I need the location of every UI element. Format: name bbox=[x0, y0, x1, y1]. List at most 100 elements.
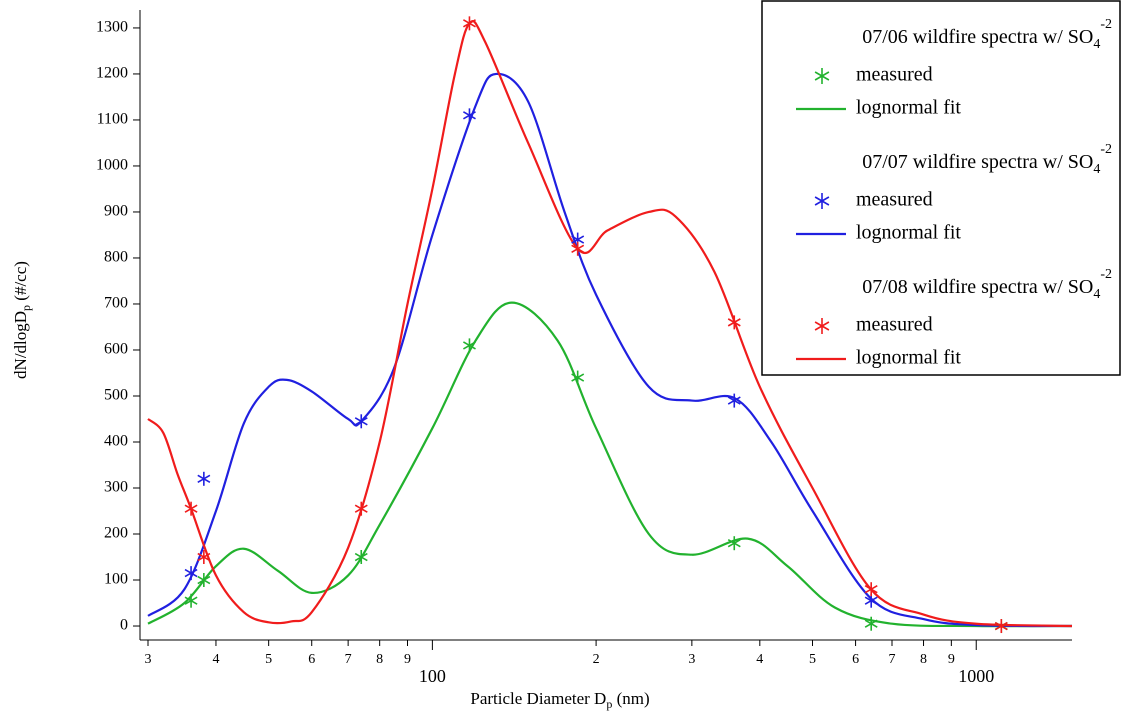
legend-label: lognormal fit bbox=[856, 222, 961, 244]
marker bbox=[354, 414, 368, 429]
marker-stroke bbox=[462, 341, 476, 350]
y-tick-label: 1100 bbox=[97, 111, 128, 128]
legend-marker bbox=[814, 193, 830, 209]
marker-stroke bbox=[462, 111, 476, 120]
x-title-main: Particle Diameter D bbox=[470, 689, 606, 708]
x-tick-label: 6 bbox=[308, 652, 315, 667]
x-tick-label: 6 bbox=[852, 652, 859, 667]
marker-stroke bbox=[727, 318, 741, 327]
y-tick-label: 200 bbox=[104, 525, 128, 542]
fit-line bbox=[147, 72, 1073, 628]
marker-stroke bbox=[814, 71, 830, 81]
marker bbox=[184, 566, 198, 581]
x-axis-title: Particle Diameter Dp (nm) bbox=[470, 689, 649, 711]
x-tick-label: 9 bbox=[404, 652, 411, 667]
y-tick-label: 400 bbox=[104, 433, 128, 450]
legend-title-sub: 4 bbox=[1093, 287, 1100, 302]
legend-title-sub: 4 bbox=[1093, 162, 1100, 177]
legend-title-sup: -2 bbox=[1100, 267, 1112, 282]
y-tick-label: 900 bbox=[104, 203, 128, 220]
legend-label: measured bbox=[856, 314, 933, 336]
y-tick-label: 1000 bbox=[96, 157, 128, 174]
x-tick-label: 3 bbox=[145, 652, 152, 667]
legend-title-sup: -2 bbox=[1100, 142, 1112, 157]
x-tick-label: 9 bbox=[948, 652, 955, 667]
marker-stroke bbox=[727, 396, 741, 405]
marker bbox=[354, 550, 368, 565]
y-axis-title: dN/dlogDp (#/cc) bbox=[11, 261, 33, 379]
marker bbox=[197, 550, 211, 565]
x-title-tail: (nm) bbox=[612, 689, 649, 708]
y-title-sub: p bbox=[19, 305, 33, 311]
legend-label: measured bbox=[856, 64, 933, 86]
marker bbox=[864, 582, 878, 597]
legend-marker bbox=[814, 318, 830, 334]
fit-line bbox=[147, 301, 1073, 628]
marker-stroke bbox=[864, 585, 878, 594]
marker bbox=[197, 471, 211, 486]
legend-title-main: 07/07 wildfire spectra w/ SO bbox=[862, 151, 1093, 173]
marker bbox=[354, 501, 368, 516]
marker bbox=[184, 593, 198, 608]
legend-label: lognormal fit bbox=[856, 347, 961, 369]
marker-stroke bbox=[864, 619, 878, 628]
marker bbox=[727, 536, 741, 551]
marker-stroke bbox=[184, 596, 198, 605]
y-tick-label: 0 bbox=[120, 617, 128, 634]
legend-title: 07/06 wildfire spectra w/ SO4-2 bbox=[862, 17, 1112, 52]
y-tick-label: 100 bbox=[104, 571, 128, 588]
legend-title: 07/08 wildfire spectra w/ SO4-2 bbox=[862, 267, 1112, 302]
marker bbox=[571, 370, 585, 385]
marker-stroke bbox=[184, 504, 198, 513]
marker bbox=[184, 501, 198, 516]
marker-stroke bbox=[354, 504, 368, 513]
legend-label: measured bbox=[856, 189, 933, 211]
x-tick-label: 2 bbox=[593, 652, 600, 667]
marker-stroke bbox=[571, 235, 585, 244]
marker bbox=[462, 16, 476, 31]
legend-title-main: 07/08 wildfire spectra w/ SO bbox=[862, 276, 1093, 298]
marker bbox=[994, 619, 1008, 634]
y-tick-label: 300 bbox=[104, 479, 128, 496]
x-tick-label: 8 bbox=[920, 652, 927, 667]
marker-stroke bbox=[354, 552, 368, 562]
legend-title-sup: -2 bbox=[1100, 17, 1112, 32]
y-tick-label: 700 bbox=[104, 295, 128, 312]
marker-stroke bbox=[814, 196, 830, 206]
legend-marker bbox=[814, 68, 830, 84]
marker-stroke bbox=[864, 596, 878, 605]
legend-title-sub: 4 bbox=[1093, 37, 1100, 52]
y-tick-label: 1300 bbox=[96, 19, 128, 36]
marker-stroke bbox=[197, 474, 211, 483]
plot-area bbox=[147, 16, 1073, 634]
marker-stroke bbox=[727, 539, 741, 548]
marker-stroke bbox=[814, 321, 830, 331]
marker bbox=[462, 108, 476, 123]
y-title-tail: (#/cc) bbox=[11, 261, 30, 305]
marker bbox=[571, 241, 585, 256]
marker bbox=[462, 338, 476, 353]
y-title-main: dN/dlogD bbox=[11, 311, 30, 379]
marker bbox=[197, 573, 211, 588]
x-tick-label: 8 bbox=[376, 652, 383, 667]
marker-stroke bbox=[994, 621, 1008, 631]
marker-stroke bbox=[197, 552, 211, 562]
fit-line bbox=[147, 20, 1073, 628]
marker-stroke bbox=[354, 417, 368, 426]
marker-stroke bbox=[197, 575, 211, 585]
marker-stroke bbox=[571, 373, 585, 382]
y-tick-label: 1200 bbox=[96, 65, 128, 82]
x-tick-label: 3 bbox=[688, 652, 695, 667]
marker-stroke bbox=[462, 19, 476, 28]
x-tick-label: 1000 bbox=[958, 666, 994, 686]
x-tick-label: 7 bbox=[888, 652, 895, 667]
marker-stroke bbox=[571, 244, 585, 253]
x-tick-label: 7 bbox=[345, 652, 352, 667]
legend-box bbox=[761, 0, 1121, 376]
x-tick-label: 5 bbox=[809, 652, 816, 667]
legend-title: 07/07 wildfire spectra w/ SO4-2 bbox=[862, 142, 1112, 177]
y-tick-label: 600 bbox=[104, 341, 128, 358]
marker bbox=[864, 616, 878, 631]
x-tick-label: 5 bbox=[265, 652, 272, 667]
